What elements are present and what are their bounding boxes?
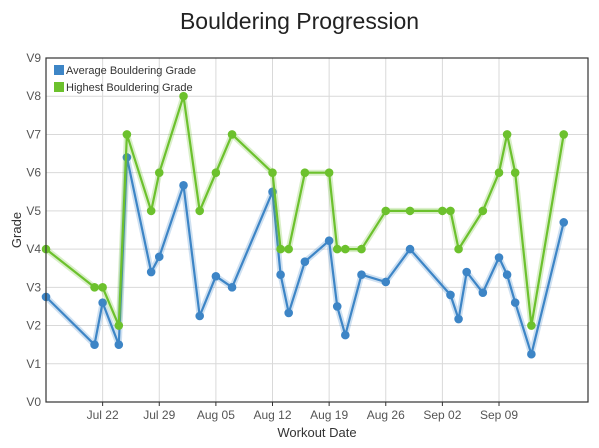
- data-point[interactable]: [227, 283, 237, 292]
- x-axis-title: Workout Date: [277, 425, 356, 440]
- data-point[interactable]: [276, 244, 285, 254]
- y-tick-label: V3: [26, 280, 41, 294]
- data-point[interactable]: [502, 130, 512, 139]
- data-point[interactable]: [154, 252, 164, 262]
- data-point[interactable]: [405, 206, 415, 216]
- data-point[interactable]: [122, 130, 132, 139]
- x-axis-ticks: Jul 22 Jul 29 Aug 05 Aug 12 Aug 19 Aug 26 Sep …: [87, 402, 518, 422]
- data-point[interactable]: [90, 340, 99, 349]
- series-average: [41, 153, 569, 359]
- y-tick-label: V7: [26, 127, 41, 141]
- data-point[interactable]: [357, 244, 366, 254]
- data-point[interactable]: [357, 270, 366, 280]
- data-point[interactable]: [284, 308, 293, 318]
- data-point[interactable]: [559, 218, 569, 227]
- plot-area-background: [46, 58, 588, 402]
- data-point[interactable]: [502, 270, 512, 280]
- data-point[interactable]: [559, 130, 569, 139]
- x-tick-label: Aug 19: [310, 408, 348, 422]
- x-tick-label: Aug 26: [367, 408, 405, 422]
- data-point[interactable]: [462, 267, 471, 277]
- data-point[interactable]: [478, 288, 488, 297]
- data-point[interactable]: [478, 206, 488, 216]
- y-axis-ticks: V0 V1 V2 V3 V4 V5 V6 V7 V8 V9: [26, 51, 41, 409]
- y-tick-label: V0: [26, 395, 41, 409]
- data-point[interactable]: [454, 244, 463, 254]
- data-point[interactable]: [510, 168, 520, 177]
- data-point[interactable]: [324, 168, 334, 177]
- data-point[interactable]: [300, 168, 310, 177]
- data-point[interactable]: [114, 340, 124, 349]
- data-point[interactable]: [454, 314, 463, 324]
- data-point[interactable]: [227, 130, 237, 139]
- data-point[interactable]: [332, 244, 342, 254]
- legend-swatch-average: [54, 65, 64, 75]
- data-point[interactable]: [146, 206, 156, 216]
- x-tick-label: Sep 09: [480, 408, 518, 422]
- series-line: [45, 156, 565, 356]
- data-point[interactable]: [494, 253, 504, 262]
- legend-label-highest: Highest Bouldering Grade: [66, 82, 193, 94]
- legend-swatch-highest: [54, 82, 64, 92]
- series-layer: [41, 91, 569, 359]
- chart-title: Bouldering Progression: [179, 8, 420, 34]
- x-tick-label: Jul 22: [87, 408, 119, 422]
- data-point[interactable]: [98, 298, 107, 307]
- y-tick-label: V5: [26, 204, 41, 218]
- series-highest: [41, 91, 569, 330]
- data-point[interactable]: [527, 349, 536, 359]
- data-point[interactable]: [341, 244, 350, 254]
- data-point[interactable]: [446, 206, 455, 216]
- data-point[interactable]: [332, 302, 342, 311]
- y-tick-label: V2: [26, 319, 41, 333]
- data-point[interactable]: [195, 311, 205, 321]
- x-tick-label: Aug 12: [253, 408, 291, 422]
- data-point[interactable]: [211, 271, 221, 281]
- data-point[interactable]: [446, 290, 455, 300]
- data-point[interactable]: [284, 244, 293, 254]
- data-point[interactable]: [179, 180, 188, 190]
- x-tick-label: Aug 05: [197, 408, 235, 422]
- data-point[interactable]: [341, 330, 350, 340]
- data-point[interactable]: [179, 91, 188, 101]
- y-tick-label: V6: [26, 166, 41, 180]
- data-point[interactable]: [276, 270, 285, 280]
- data-point[interactable]: [527, 321, 536, 330]
- data-point[interactable]: [154, 168, 164, 177]
- data-point[interactable]: [268, 168, 277, 177]
- series-line: [45, 95, 565, 327]
- data-point[interactable]: [300, 257, 310, 267]
- x-tick-label: Sep 02: [423, 408, 461, 422]
- x-tick-label: Jul 29: [143, 408, 175, 422]
- data-point[interactable]: [195, 206, 205, 216]
- data-point[interactable]: [381, 277, 391, 287]
- data-point[interactable]: [494, 168, 504, 177]
- data-point[interactable]: [114, 321, 124, 330]
- y-tick-label: V1: [26, 357, 41, 371]
- data-point[interactable]: [90, 283, 99, 292]
- y-tick-label: V4: [26, 242, 41, 256]
- data-point[interactable]: [98, 283, 107, 292]
- legend-label-average: Average Bouldering Grade: [66, 65, 196, 77]
- data-point[interactable]: [146, 267, 156, 277]
- plot-area-border: [45, 57, 589, 403]
- data-point[interactable]: [510, 298, 520, 307]
- data-point[interactable]: [405, 244, 415, 254]
- legend: Average Bouldering Grade Highest Boulder…: [54, 65, 196, 94]
- y-axis-title: Grade: [9, 212, 24, 248]
- data-point[interactable]: [381, 206, 391, 216]
- y-tick-label: V9: [26, 51, 41, 65]
- data-point[interactable]: [211, 168, 221, 177]
- data-point[interactable]: [324, 236, 334, 246]
- data-point[interactable]: [438, 206, 447, 216]
- y-tick-label: V8: [26, 89, 41, 103]
